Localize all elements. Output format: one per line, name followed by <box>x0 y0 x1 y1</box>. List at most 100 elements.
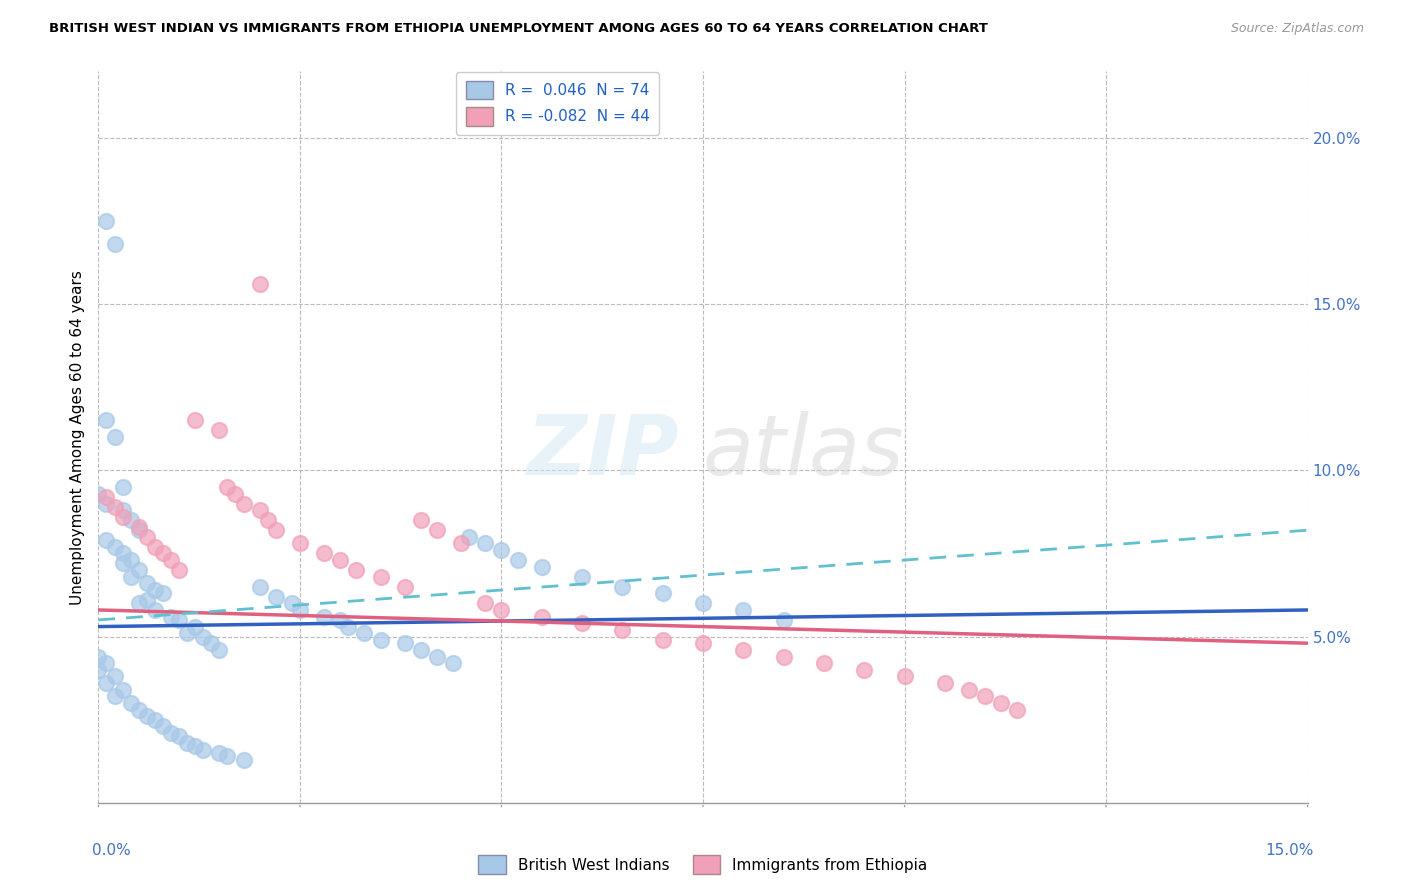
Point <box>120 696 142 710</box>
Point <box>329 553 352 567</box>
Point <box>281 596 304 610</box>
Point <box>256 513 278 527</box>
Text: ZIP: ZIP <box>526 411 679 492</box>
Point <box>571 616 593 631</box>
Point <box>733 643 755 657</box>
Point <box>853 663 876 677</box>
Point <box>370 632 392 647</box>
Point <box>143 713 166 727</box>
Point <box>264 590 287 604</box>
Point <box>135 576 157 591</box>
Point <box>193 742 215 756</box>
Point <box>733 603 755 617</box>
Point <box>474 536 496 550</box>
Point <box>249 277 271 292</box>
Point <box>329 613 352 627</box>
Point <box>249 503 271 517</box>
Point <box>450 536 472 550</box>
Point <box>571 570 593 584</box>
Point <box>128 520 150 534</box>
Point <box>103 669 125 683</box>
Point <box>160 553 183 567</box>
Point <box>135 530 157 544</box>
Point <box>111 509 134 524</box>
Point <box>111 682 134 697</box>
Point <box>87 486 110 500</box>
Point <box>87 649 110 664</box>
Point <box>135 593 157 607</box>
Point <box>96 533 118 548</box>
Point <box>152 586 174 600</box>
Point <box>160 609 183 624</box>
Point <box>152 719 174 733</box>
Point <box>160 726 183 740</box>
Point <box>353 626 375 640</box>
Point <box>217 480 239 494</box>
Point <box>128 596 150 610</box>
Point <box>934 676 956 690</box>
Legend: R =  0.046  N = 74, R = -0.082  N = 44: R = 0.046 N = 74, R = -0.082 N = 44 <box>457 71 659 135</box>
Point <box>264 523 287 537</box>
Point <box>409 643 432 657</box>
Point <box>208 424 231 438</box>
Point <box>612 580 634 594</box>
Point <box>143 582 166 597</box>
Point <box>111 546 134 560</box>
Point <box>288 603 311 617</box>
Point <box>176 736 198 750</box>
Point <box>224 486 246 500</box>
Point <box>314 609 336 624</box>
Point <box>111 503 134 517</box>
Point <box>167 613 190 627</box>
Text: atlas: atlas <box>703 411 904 492</box>
Point <box>143 603 166 617</box>
Point <box>232 497 254 511</box>
Point <box>193 630 215 644</box>
Point <box>530 559 553 574</box>
Point <box>111 480 134 494</box>
Point <box>128 523 150 537</box>
Point <box>491 543 513 558</box>
Point <box>426 523 449 537</box>
Point <box>120 513 142 527</box>
Text: Source: ZipAtlas.com: Source: ZipAtlas.com <box>1230 22 1364 36</box>
Point <box>103 500 125 514</box>
Point <box>96 497 118 511</box>
Point <box>208 746 231 760</box>
Point <box>651 632 673 647</box>
Point <box>128 703 150 717</box>
Text: 0.0%: 0.0% <box>93 843 131 858</box>
Text: 15.0%: 15.0% <box>1265 843 1313 858</box>
Point <box>96 656 118 670</box>
Point <box>491 603 513 617</box>
Point <box>103 430 125 444</box>
Point <box>772 613 794 627</box>
Point <box>96 214 118 228</box>
Point <box>409 513 432 527</box>
Point <box>474 596 496 610</box>
Point <box>957 682 980 697</box>
Point <box>217 749 239 764</box>
Point <box>103 690 125 704</box>
Point <box>426 649 449 664</box>
Point <box>128 563 150 577</box>
Point <box>184 413 207 427</box>
Point <box>135 709 157 723</box>
Point <box>772 649 794 664</box>
Point <box>394 636 416 650</box>
Point <box>184 739 207 754</box>
Point <box>813 656 835 670</box>
Point <box>692 636 714 650</box>
Point <box>612 623 634 637</box>
Point <box>96 490 118 504</box>
Point <box>394 580 416 594</box>
Point <box>143 540 166 554</box>
Point <box>651 586 673 600</box>
Point <box>893 669 915 683</box>
Point <box>288 536 311 550</box>
Text: BRITISH WEST INDIAN VS IMMIGRANTS FROM ETHIOPIA UNEMPLOYMENT AMONG AGES 60 TO 64: BRITISH WEST INDIAN VS IMMIGRANTS FROM E… <box>49 22 988 36</box>
Point <box>314 546 336 560</box>
Point <box>344 563 367 577</box>
Point <box>506 553 529 567</box>
Point <box>974 690 997 704</box>
